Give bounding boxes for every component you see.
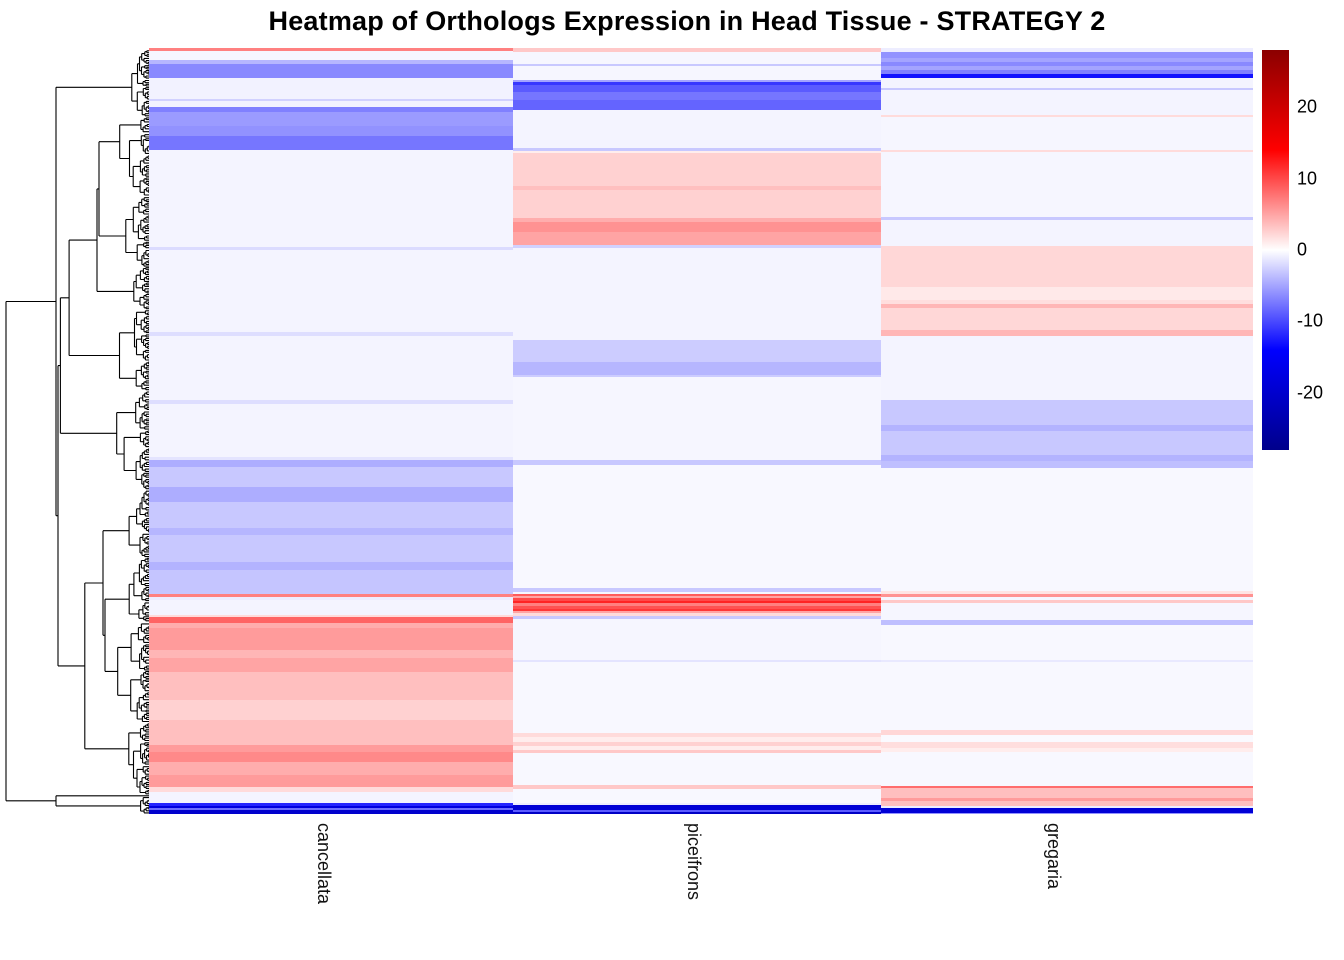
heatmap-column-piceifrons (513, 48, 881, 814)
heatmap-body (149, 48, 1253, 814)
column-label-gregaria: gregaria (1044, 823, 1064, 890)
row-dendrogram (5, 50, 149, 814)
colorbar-tick-label: -20 (1297, 382, 1324, 403)
heatmap-column-gregaria (881, 48, 1253, 814)
colorbar-tick-label: 20 (1297, 96, 1318, 117)
colorbar-tick-label: 10 (1297, 168, 1318, 189)
heatmap-column-cancellata (149, 48, 513, 814)
colorbar-tick-label: 0 (1297, 239, 1308, 260)
dendrogram-lines (5, 50, 149, 814)
colorbar-tick-label: -10 (1297, 310, 1324, 331)
column-label-piceifrons: piceifrons (684, 823, 704, 901)
chart-title: Heatmap of Orthologs Expression in Head … (268, 6, 1106, 36)
colorbar (1262, 50, 1289, 450)
column-label-cancellata: cancellata (314, 823, 334, 905)
